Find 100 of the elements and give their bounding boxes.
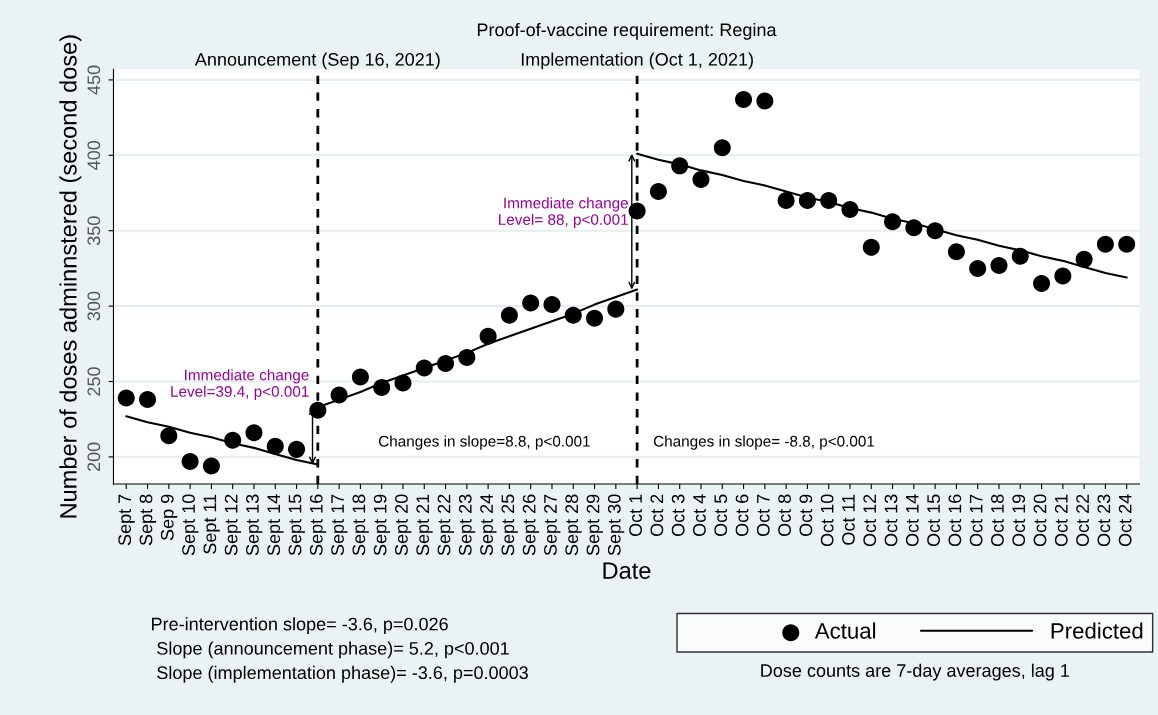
chart-title: Proof-of-vaccine requirement: Regina [477,22,777,40]
point [351,368,369,386]
x-tick-label: Sept 12 [224,494,242,556]
x-tick-label: Oct 5 [714,494,728,537]
x-tick-label: Sept 29 [586,494,603,556]
x-tick-label: Sept 21 [416,494,433,556]
point [777,192,795,210]
point [628,202,646,220]
point [288,440,306,458]
x-tick-label: Oct 17 [969,494,983,547]
point [181,452,199,470]
point [607,300,625,318]
x-tick-label: Oct 6 [735,494,749,537]
point [713,139,731,157]
x-tick-label: Oct 9 [799,494,813,537]
x-tick-label: Oct 20 [1033,494,1047,547]
x-tick-label: Sept 24 [480,494,497,556]
y-tick-label: 200 [87,442,101,472]
line-series [636,152,1128,279]
y-tick-label: 300 [87,291,101,321]
point [309,401,327,419]
x-tick-label: Oct 3 [671,494,685,537]
point [926,222,944,240]
point [117,389,135,407]
point [735,91,753,109]
point [862,238,880,256]
x-tick-label: Oct 16 [948,494,962,547]
legend-label: Actual [814,622,876,639]
x-tick-label: Sept 26 [522,494,540,556]
x-tick-label: Oct 23 [1097,494,1111,547]
x-tick-label: Sep 9 [160,494,178,541]
point [756,92,774,110]
text: Slope (announcement phase)= 5.2, p<0.001 [157,641,509,659]
y-axis-title: Number of doses adminnstered (second dose) [59,35,82,518]
annotation: Immediate change Level=39.4, p<0.001 [171,369,309,400]
x-tick-label: Sept 10 [182,494,199,556]
x-tick-label: Oct 15 [927,494,940,547]
point [224,431,242,449]
point [1075,250,1093,268]
text: Slope (implementation phase)= -3.6, p=0.0003 [157,665,528,683]
x-tick-label: Oct 12 [863,494,877,547]
point [990,256,1008,274]
x-tick-label: Sept 30 [607,494,625,556]
point [458,348,476,366]
point [1011,247,1029,265]
x-tick-label: Oct 19 [1012,494,1026,547]
x-tick-label: Sept 19 [373,494,391,556]
x-tick-label: Sept 23 [458,494,476,556]
point [500,306,518,324]
point [671,157,689,175]
point [1033,274,1051,292]
x-tick-label: Sept 8 [139,494,156,546]
x-tick-label: Oct 10 [820,494,834,547]
x-tick-label: Sept 27 [544,494,561,556]
ref-line-label: Implementation (Oct 1, 2021) [521,52,753,70]
y-tick-label: 250 [87,367,101,396]
point [522,294,540,312]
ref-line-label: Announcement (Sep 16, 2021) [194,52,440,70]
point [245,424,263,442]
y-tick-label: 400 [87,140,101,170]
point [394,374,412,392]
x-tick-label: Sept 14 [267,494,284,556]
x-tick-label: Oct 18 [991,494,1004,547]
point [202,457,220,475]
point [884,213,902,231]
x-tick-label: Oct 21 [1054,494,1068,547]
y-tick-label: 350 [87,216,101,246]
point [266,437,284,455]
x-tick-label: Sept 22 [437,494,454,556]
point [798,192,816,210]
y-tick-label: 450 [87,65,101,95]
x-tick-label: Sept 20 [395,494,412,556]
x-tick-label: Oct 22 [1076,494,1089,547]
point [1118,235,1136,253]
x-tick-label: Sept 11 [203,494,220,554]
point [415,359,433,377]
point [820,192,838,210]
point [479,327,497,345]
x-axis-title: Date [603,562,651,579]
point [947,243,965,261]
point [1096,235,1114,253]
point [373,379,391,397]
point [139,391,157,409]
point [841,201,859,219]
x-tick-label: Sept 7 [118,494,135,546]
x-tick-label: Oct 14 [905,494,919,547]
point [969,259,987,277]
x-tick-label: Sept 28 [565,494,582,556]
annotation: Immediate change Level= 88, p<0.001 [499,197,628,228]
point [437,354,455,372]
annotation: Changes in slope=8.8, p<0.001 [378,435,590,450]
point [1054,267,1072,285]
x-tick-label: Sept 15 [288,494,305,556]
text: Predicted [1051,622,1143,639]
annotation: Changes in slope= -8.8, p<0.001 [653,435,875,450]
point [160,427,178,445]
x-tick-label: Sept 16 [309,494,327,556]
x-tick-label: Oct 24 [1118,494,1132,547]
x-tick-label: Sept 25 [501,494,518,556]
x-tick-label: Sept 13 [246,494,263,556]
